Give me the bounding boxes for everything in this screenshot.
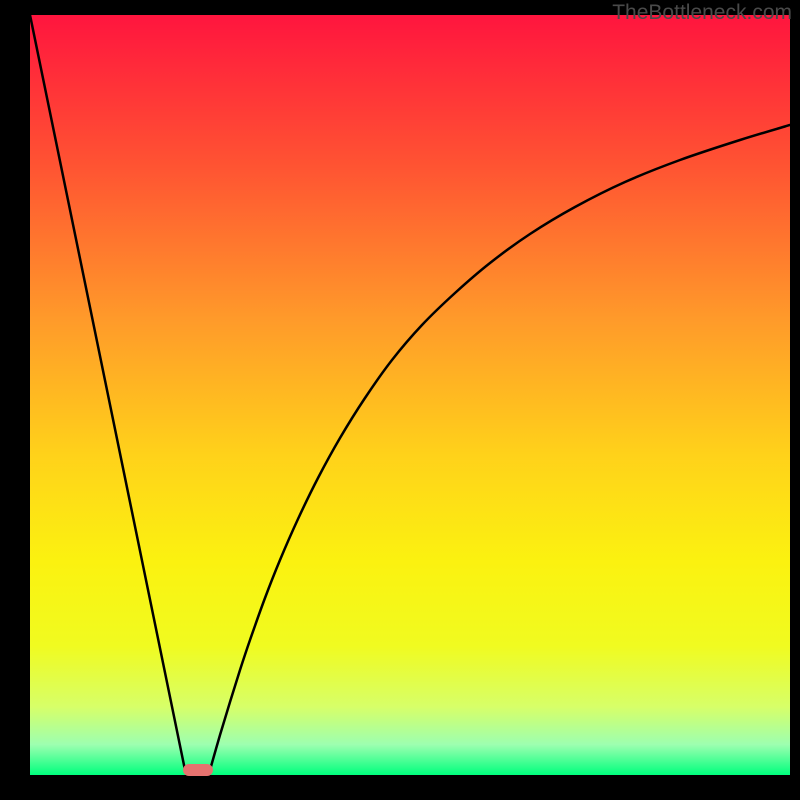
watermark-text: TheBottleneck.com: [612, 1, 792, 25]
plot-area: [30, 15, 790, 775]
curve-right-branch: [210, 125, 790, 770]
figure-root: TheBottleneck.com: [0, 0, 800, 800]
curve-left-branch: [30, 15, 185, 770]
valley-marker: [183, 764, 213, 776]
curve-layer: [30, 15, 790, 775]
